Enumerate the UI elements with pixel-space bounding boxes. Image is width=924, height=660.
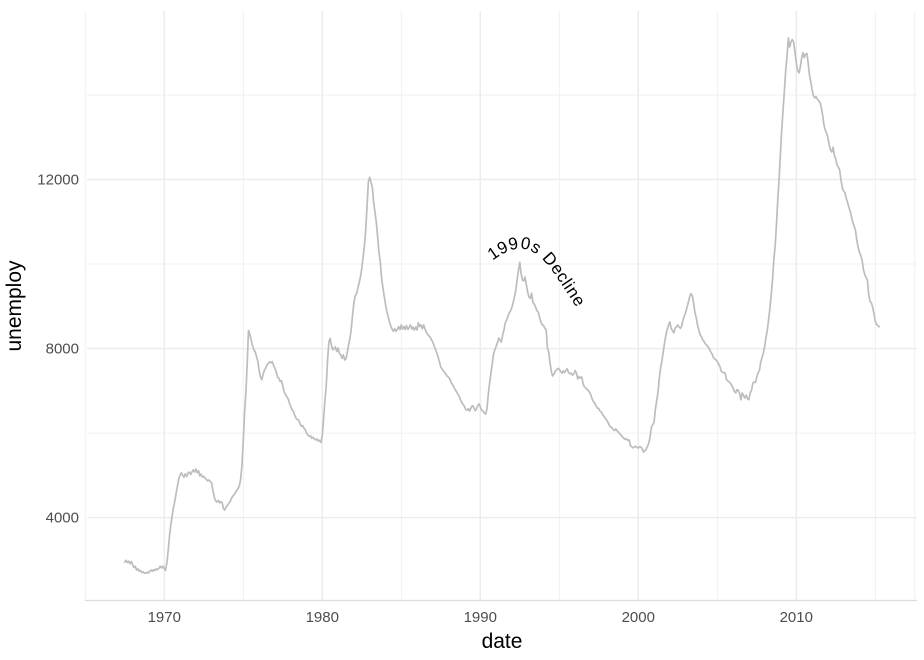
x-tick-label: 1980 — [306, 609, 339, 626]
y-tick-label: 8000 — [46, 341, 79, 358]
y-tick-label: 12000 — [37, 171, 79, 188]
x-tick-label: 2010 — [780, 609, 813, 626]
y-axis-title: unemploy — [3, 260, 26, 352]
grid-major-lines — [87, 11, 917, 600]
x-tick-label: 2000 — [622, 609, 655, 626]
x-axis-title: date — [482, 630, 523, 653]
annotation-1990s-decline: 1990s Decline — [484, 233, 589, 310]
x-tick-label: 1970 — [148, 609, 181, 626]
y-axis-tick-labels: 4000 8000 12000 — [37, 171, 79, 526]
series-line-unemploy — [123, 36, 881, 575]
x-axis-tick-labels: 1970 1980 1990 2000 2010 — [148, 609, 813, 626]
x-tick-label: 1990 — [464, 609, 497, 626]
grid-minor-lines — [84, 11, 917, 600]
annotation-label: 1990s Decline — [484, 233, 589, 310]
data-series — [123, 36, 881, 575]
y-tick-label: 4000 — [46, 510, 79, 527]
